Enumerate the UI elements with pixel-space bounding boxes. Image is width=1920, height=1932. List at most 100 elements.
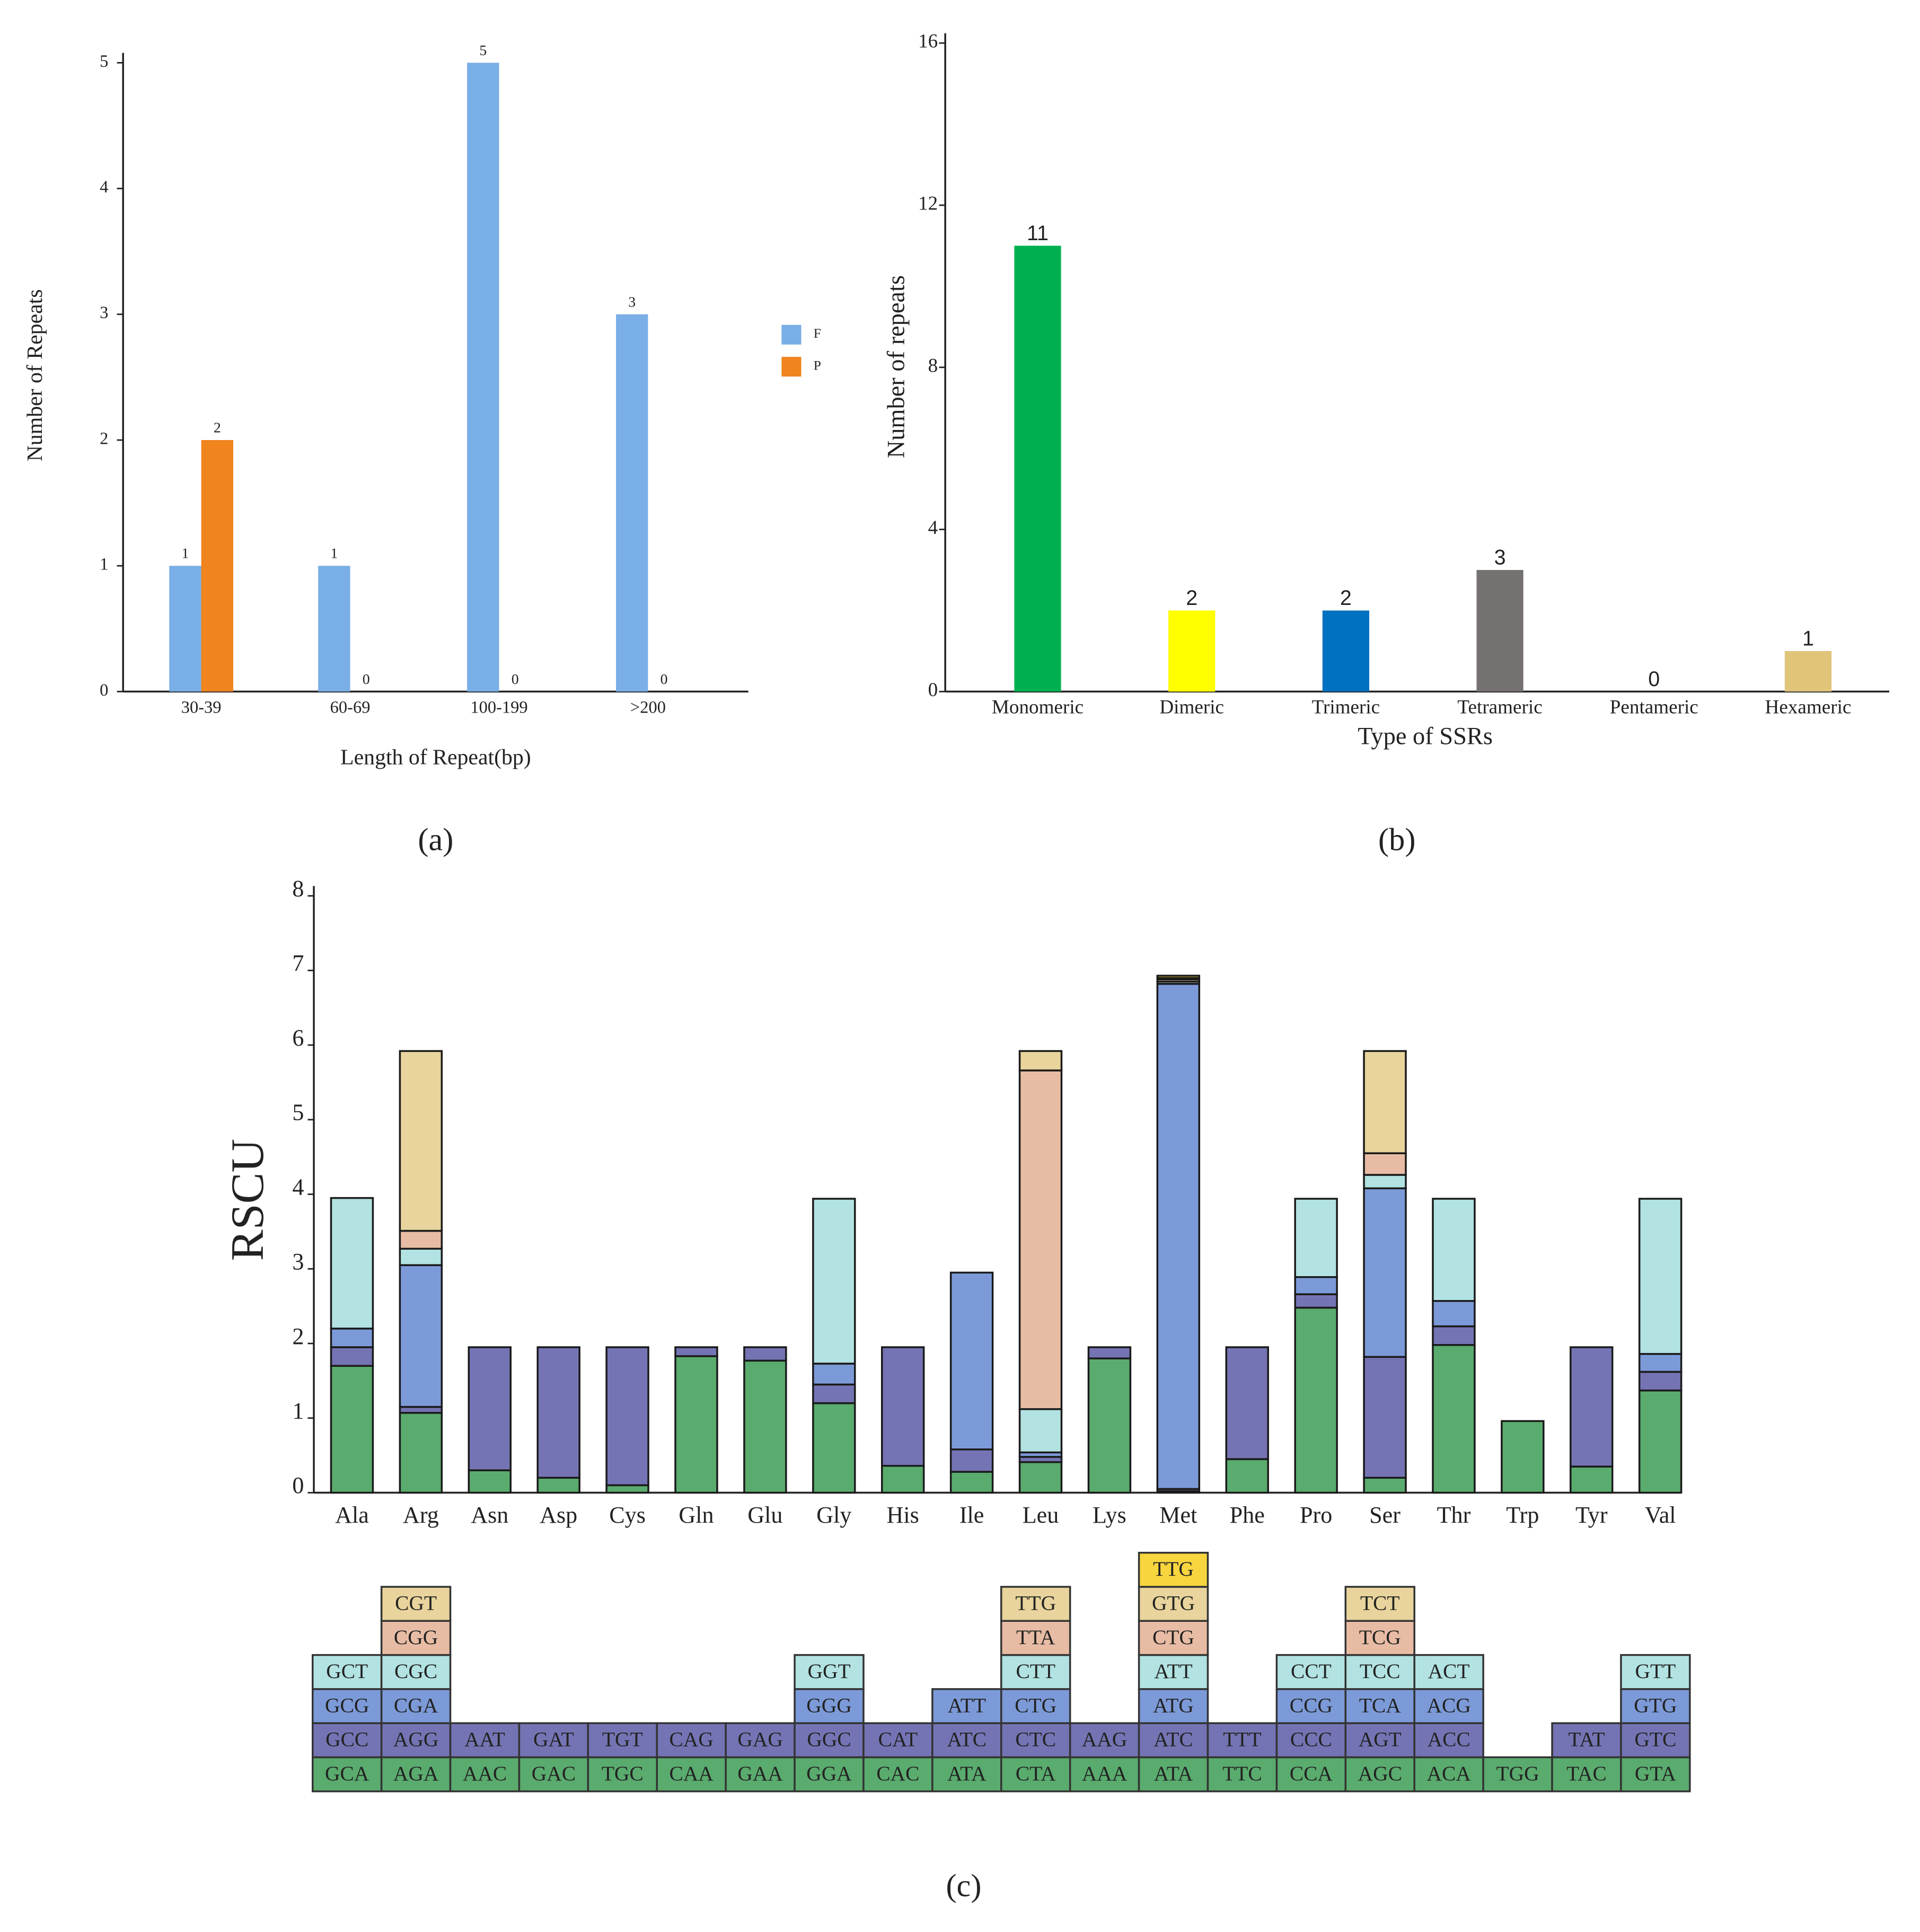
codon-label: TAT [1568,1728,1605,1751]
bar-segment [536,1477,580,1494]
bar-segment [1087,1357,1132,1494]
bar [1322,610,1369,692]
bar-segment [1638,1353,1683,1373]
x-tick-label: Val [1645,1502,1676,1528]
bar-segment [743,1359,787,1494]
codon-label: TGT [602,1728,643,1751]
y-tick-label: 12 [918,193,938,215]
y-tick-label: 0 [292,1472,304,1498]
x-tick-label: Met [1159,1502,1197,1528]
codon-label: CTG [1015,1693,1056,1717]
codon-cell [311,1722,383,1759]
y-tick-label: 4 [292,1174,304,1200]
codon-label: GTA [1635,1762,1676,1785]
bar-segment [1363,1174,1407,1190]
y-tick-label: 5 [100,52,108,71]
codon-label: CTT [1016,1659,1055,1683]
x-tick-label: 30-39 [181,698,222,717]
codon-label: GCT [326,1659,368,1683]
codon-label: CGA [394,1693,438,1717]
codon-label: GAA [737,1762,783,1785]
bar-segment [743,1346,787,1362]
bar-segment [1156,983,1201,1490]
bar-segment [605,1484,649,1494]
value-label: 0 [512,671,519,688]
bar-segment [949,1471,994,1494]
codon-label: AAC [463,1762,507,1785]
codon-cell [862,1722,933,1759]
x-tick-label: Gln [679,1502,714,1528]
codon-cell [1138,1688,1209,1724]
bar [1014,245,1061,692]
bar [1784,651,1832,692]
x-tick-label: Monomeric [992,696,1084,718]
bar-segment [1225,1458,1269,1494]
bar-segment [812,1383,856,1404]
bar-segment [1432,1198,1476,1302]
codon-label: CAG [670,1728,714,1751]
bar-segment [1638,1389,1683,1494]
codon-label: GCG [325,1693,369,1717]
codon-cell [1000,1654,1071,1690]
value-label: 0 [1648,668,1660,691]
x-tick-label: Ile [959,1502,984,1528]
codon-cell [794,1756,865,1793]
bar-segment [1294,1306,1338,1494]
value-label: 3 [1494,546,1506,569]
y-tick-label: 1 [292,1398,304,1424]
bar-segment [1363,1152,1407,1176]
codon-label: CTC [1015,1728,1056,1751]
y-tick-label: 3 [100,303,108,322]
y-tick-label: 7 [292,950,304,976]
codon-cell [1138,1620,1209,1656]
y-tick-label: 2 [292,1323,304,1349]
x-tick-label: Tyr [1575,1502,1608,1528]
codon-label: ATG [1153,1693,1194,1717]
y-tick-label: 8 [928,355,938,376]
codon-label: TGG [1496,1762,1539,1785]
y-tick-label: 1 [100,555,108,574]
bar [467,63,499,692]
codon-cell [1000,1586,1071,1622]
bar-segment [1501,1420,1545,1494]
codon-label: ACT [1428,1659,1470,1683]
panel-label: (c) [946,1868,981,1904]
codon-label: ACC [1428,1728,1470,1751]
y-tick-label: 0 [928,679,938,701]
codon-cell [656,1722,727,1759]
bar-segment [468,1346,512,1471]
bar-segment [1156,974,1201,979]
x-tick-label: Dimeric [1159,696,1224,718]
y-tick-label: 5 [292,1100,304,1126]
bar-segment [949,1271,994,1451]
x-tick-label: Ala [335,1502,369,1528]
codon-label: CTG [1152,1626,1194,1649]
codon-label: GGT [807,1659,850,1683]
codon-cell [1413,1722,1484,1759]
bar-segment [1570,1465,1614,1494]
codon-label: TCG [1359,1626,1401,1649]
bar-segment [812,1363,856,1386]
y-axis-label: RSCU [222,1139,274,1261]
x-tick-label: His [887,1502,919,1528]
x-tick-label: Gly [816,1502,851,1528]
bar-segment [1432,1344,1476,1494]
value-label: 11 [1027,222,1049,245]
codon-cell [311,1756,383,1793]
bar-segment [1294,1293,1338,1309]
x-axis-label: Type of SSRs [1358,723,1493,750]
x-tick-label: Phe [1230,1502,1265,1528]
bar-segment [949,1448,994,1473]
codon-label: TTA [1016,1626,1055,1649]
codon-label: ACA [1426,1762,1471,1785]
bar-segment [605,1346,649,1487]
y-tick-label: 16 [918,31,938,52]
codon-cell [380,1620,452,1656]
legend-label: F [814,326,821,341]
codon-label: TTC [1222,1762,1262,1785]
codon-label: TCT [1360,1591,1400,1614]
bar-segment [330,1346,374,1367]
value-label: 2 [214,420,221,436]
bar [1476,570,1523,692]
x-tick-label: Arg [403,1502,439,1528]
